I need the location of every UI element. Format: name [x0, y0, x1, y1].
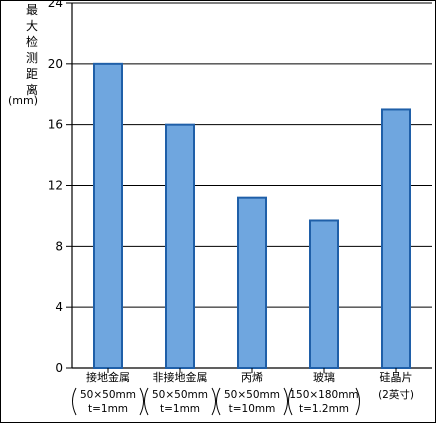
- y-axis-title: 最大检测距离: [22, 2, 42, 98]
- bar: [237, 196, 267, 369]
- y-axis-unit: (mm): [8, 94, 39, 107]
- y-tick-label: 20: [48, 57, 63, 71]
- x-category-thickness: t=1mm: [88, 403, 128, 415]
- y-tick-label: 24: [48, 0, 63, 10]
- right-paren: [283, 387, 288, 416]
- right-paren: [211, 387, 216, 416]
- x-category-label: 玻璃: [313, 370, 335, 384]
- x-category-dimension: 150×180mm: [289, 389, 358, 401]
- left-paren: [144, 387, 149, 416]
- left-paren: [72, 387, 77, 416]
- left-paren: [216, 387, 221, 416]
- y-tick-label: 12: [48, 179, 63, 193]
- x-category-dimension: 50×50mm: [224, 389, 280, 401]
- bar: [309, 219, 339, 369]
- left-paren: [288, 387, 293, 416]
- x-category-label: 丙烯: [241, 371, 263, 384]
- y-tick-label: 0: [55, 361, 63, 375]
- y-axis-title-char: 检: [25, 35, 38, 49]
- y-axis-title-char: 距: [25, 67, 38, 81]
- y-tick-label: 16: [48, 118, 63, 132]
- x-category-dimension: (2英寸): [378, 388, 414, 401]
- x-category-thickness: t=10mm: [229, 403, 276, 415]
- bar: [165, 123, 195, 369]
- right-paren: [355, 387, 360, 416]
- y-tick-label: 8: [55, 239, 63, 253]
- y-axis-title-char: 离: [25, 83, 38, 97]
- x-category-label: 非接地金属: [153, 370, 208, 384]
- x-category-dimension: 50×50mm: [152, 389, 208, 401]
- bar: [381, 108, 411, 369]
- x-category-dimension: 50×50mm: [80, 389, 136, 401]
- bar: [93, 62, 123, 369]
- x-category-thickness: t=1.2mm: [299, 403, 349, 415]
- x-category-label: 硅晶片: [380, 371, 413, 384]
- x-category-label: 接地金属: [86, 370, 130, 384]
- x-category-thickness: t=1mm: [160, 403, 200, 415]
- y-axis-title-char: 大: [25, 19, 38, 33]
- y-axis-title-char: 最: [25, 3, 38, 17]
- right-paren: [139, 387, 144, 416]
- y-axis-title-char: 测: [25, 51, 38, 65]
- y-tick-label: 4: [55, 300, 63, 314]
